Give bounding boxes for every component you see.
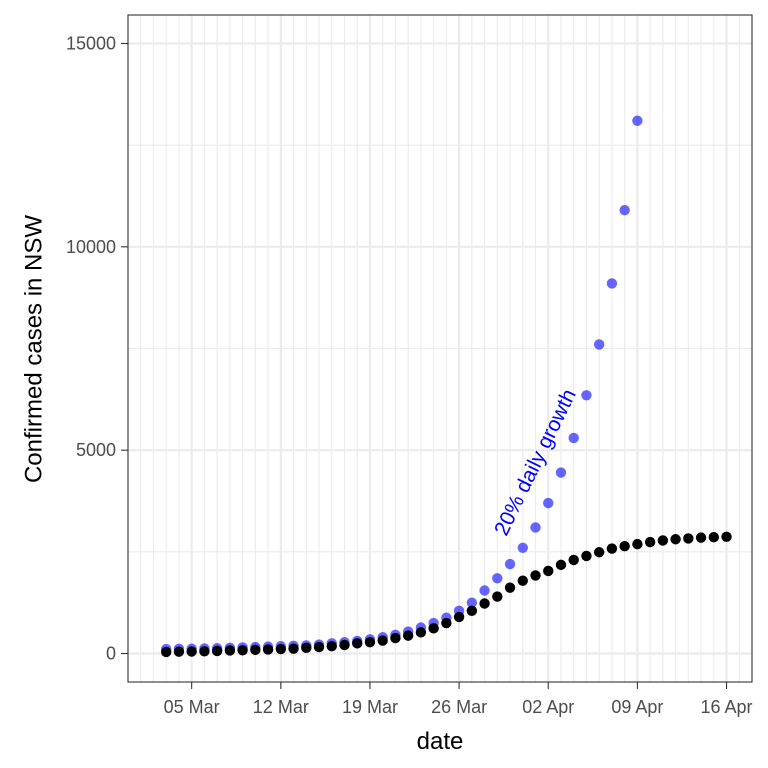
data-point: [199, 646, 210, 657]
data-point: [415, 627, 427, 638]
data-point: [555, 559, 567, 571]
data-point: [262, 644, 274, 655]
data-point: [683, 533, 694, 544]
data-point: [568, 554, 579, 566]
data-point: [504, 558, 516, 570]
data-point: [211, 645, 223, 657]
data-point: [632, 115, 643, 126]
data-point: [466, 597, 478, 608]
data-point: [517, 575, 528, 586]
data-point: [352, 638, 363, 649]
x-tick-label: 16 Apr: [701, 697, 753, 717]
data-point: [721, 531, 732, 543]
x-axis: 05 Mar 12 Mar 19 Mar 26 Mar 02 Apr 09 Apr 16 A…: [164, 682, 753, 717]
data-point: [593, 339, 605, 350]
data-point: [288, 643, 299, 654]
y-tick-label: 5000: [76, 440, 116, 460]
data-point: [581, 390, 592, 401]
data-point: [237, 645, 248, 656]
data-point: [186, 646, 197, 657]
y-tick-label: 0: [106, 644, 116, 664]
data-point: [619, 540, 630, 552]
x-tick-label: 02 Apr: [522, 697, 574, 717]
x-axis-title: date: [417, 728, 464, 755]
data-point: [543, 497, 554, 509]
data-point: [543, 565, 554, 577]
data-point: [530, 522, 541, 533]
data-point: [555, 467, 567, 478]
y-tick-label: 10000: [66, 237, 116, 257]
data-point: [402, 630, 414, 641]
data-point: [479, 585, 490, 596]
data-point: [619, 205, 630, 216]
data-point: [517, 542, 528, 553]
y-tick-label: 15000: [66, 33, 116, 53]
x-tick-label: 09 Apr: [611, 697, 663, 717]
data-point: [275, 643, 287, 655]
data-point: [644, 536, 656, 548]
data-point: [670, 534, 681, 545]
data-point: [479, 598, 490, 609]
data-point: [708, 532, 719, 543]
data-point: [339, 639, 350, 651]
data-point: [313, 641, 325, 653]
data-point: [377, 635, 388, 646]
data-point: [390, 632, 401, 644]
data-point: [581, 550, 592, 562]
data-point: [606, 278, 618, 289]
data-point: [441, 617, 452, 629]
panel-border: [127, 14, 753, 683]
data-point: [161, 646, 172, 658]
data-point: [492, 573, 503, 584]
data-point: [224, 645, 236, 656]
y-axis-title: Confirmed cases in NSW: [21, 215, 48, 483]
data-point: [453, 611, 465, 623]
data-point: [657, 535, 669, 546]
data-point: [466, 605, 478, 617]
data-point: [301, 642, 312, 654]
x-tick-label: 19 Mar: [342, 697, 398, 717]
data-point: [632, 538, 643, 550]
data-point: [530, 570, 541, 581]
x-tick-label: 26 Mar: [431, 697, 487, 717]
data-point: [606, 543, 618, 554]
x-tick-label: 05 Mar: [164, 697, 220, 717]
data-point: [364, 636, 376, 648]
data-point: [568, 432, 579, 444]
data-point: [695, 532, 707, 543]
data-point: [428, 623, 439, 634]
y-axis: 0 5000 10000 15000: [66, 33, 128, 664]
data-point: [504, 582, 516, 593]
data-point: [593, 547, 605, 558]
data-point: [326, 641, 337, 652]
data-point: [173, 646, 185, 657]
data-point: [492, 591, 503, 602]
x-tick-label: 12 Mar: [253, 697, 309, 717]
data-point: [250, 644, 261, 656]
data-points: [161, 115, 732, 658]
